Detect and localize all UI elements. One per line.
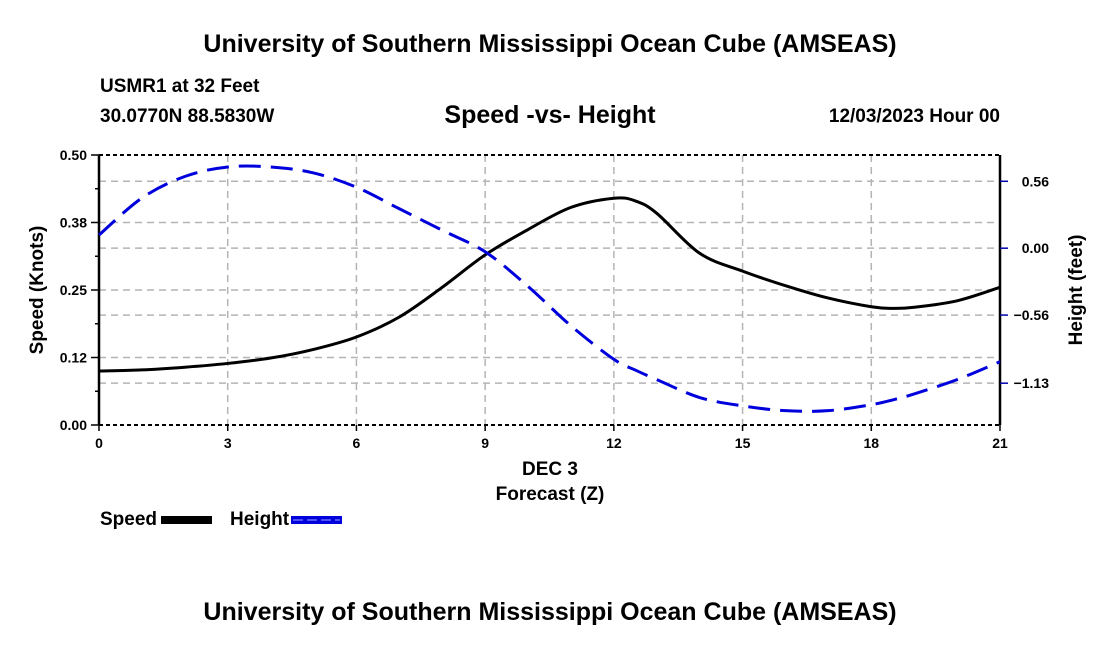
station-label: USMR1 at 32 Feet	[100, 76, 260, 97]
y2-tick-label: −0.56	[1014, 307, 1050, 323]
x-tick-label: 6	[353, 435, 361, 451]
datetime-label: 12/03/2023 Hour 00	[828, 106, 1000, 127]
x-tick-label: 3	[224, 435, 232, 451]
chart-subtitle: Speed -vs- Height	[444, 101, 656, 129]
y2-tick-label: −1.13	[1014, 375, 1050, 391]
plot-frame	[97, 154, 1002, 426]
x-tick-label: 0	[95, 435, 103, 451]
y-tick-label: 0.12	[60, 350, 87, 366]
x-tick-label: 21	[992, 435, 1008, 451]
legend: Speed Height	[100, 509, 342, 530]
footer-title: University of Southern Mississippi Ocean…	[203, 598, 897, 626]
x-tick-label: 18	[863, 435, 879, 451]
x-tick-label: 9	[481, 435, 489, 451]
x-tick-label: 12	[606, 435, 622, 451]
main-title: University of Southern Mississippi Ocean…	[203, 30, 897, 58]
y-tick-label: 0.50	[60, 147, 87, 163]
legend-label-speed: Speed	[100, 509, 157, 530]
y-tick-label: 0.25	[60, 282, 87, 298]
y2-tick-label: 0.56	[1022, 173, 1049, 189]
legend-label-height: Height	[230, 509, 290, 530]
coordinates-label: 30.0770N 88.5830W	[100, 106, 275, 127]
y-tick-label: 0.00	[60, 417, 87, 433]
series-line-speed	[98, 196, 1001, 373]
axes-group: 0 3 6 9 12 15 18 21 0.00 0.12 0.25 0.38 0.50 0.56 0.00…	[60, 147, 1049, 451]
y-axis-title: Speed (Knots)	[27, 226, 48, 355]
x-axis-date-label: DEC 3	[522, 459, 578, 480]
x-tick-label: 15	[735, 435, 751, 451]
x-axis-title: Forecast (Z)	[496, 484, 605, 505]
series-line-height	[98, 164, 1001, 413]
legend-swatch-speed	[161, 516, 212, 524]
series-group	[98, 164, 1001, 413]
y2-axis-title: Height (feet)	[1066, 235, 1087, 346]
grid	[99, 155, 1000, 425]
y2-tick-label: 0.00	[1022, 240, 1049, 256]
y-tick-label: 0.38	[60, 215, 87, 231]
